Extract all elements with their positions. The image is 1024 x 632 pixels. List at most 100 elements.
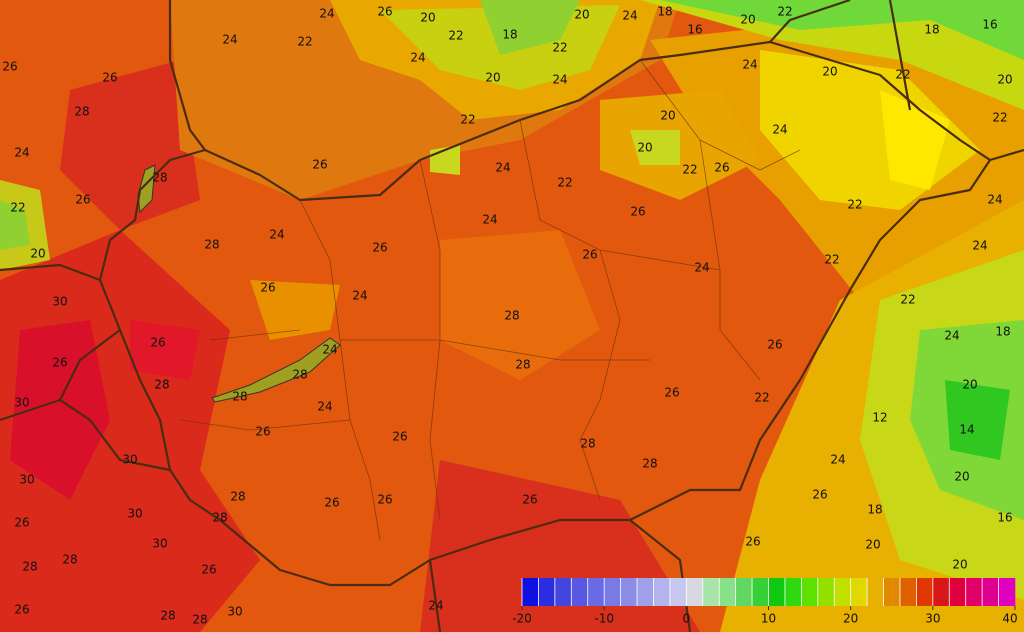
contour-label: 24 xyxy=(482,213,497,227)
contour-label: 26 xyxy=(14,516,29,530)
contour-label: 24 xyxy=(742,58,757,72)
color-swatch xyxy=(752,578,769,606)
colorbar-tick-label: -20 xyxy=(512,612,532,626)
contour-label: 26 xyxy=(201,563,216,577)
contour-label: 14 xyxy=(959,423,974,437)
contour-label: 20 xyxy=(952,558,967,572)
color-swatch xyxy=(669,578,687,606)
contour-label: 24 xyxy=(552,73,567,87)
contour-label: 28 xyxy=(22,560,37,574)
contour-label: 30 xyxy=(14,396,29,410)
color-swatch xyxy=(850,578,868,606)
contour-label: 20 xyxy=(954,470,969,484)
contour-label: 24 xyxy=(972,239,987,253)
contour-label: 24 xyxy=(622,9,637,23)
contour-label: 30 xyxy=(52,295,67,309)
color-swatch xyxy=(998,578,1016,606)
country-border xyxy=(0,263,171,472)
contour-label: 26 xyxy=(255,425,270,439)
contour-label: 24 xyxy=(317,400,332,414)
contour-label: 26 xyxy=(150,336,165,350)
contour-label: 26 xyxy=(522,493,537,507)
contour-label: 28 xyxy=(160,609,175,623)
contour-label: 20 xyxy=(997,73,1012,87)
color-swatch xyxy=(932,578,950,606)
contour-labels: 24 26 20 22 18 20 24 18 16 20 22 20 18 16 24 22 24 20 22 24… xyxy=(2,5,1012,627)
color-swatch xyxy=(522,578,539,606)
contour-label: 26 xyxy=(2,60,17,74)
color-swatch xyxy=(883,578,901,606)
mild-region xyxy=(880,90,950,190)
colorbar-tick-label: 0 xyxy=(683,612,691,626)
county-border xyxy=(179,59,801,541)
contour-label: 22 xyxy=(895,68,910,82)
contour-label: 20 xyxy=(865,538,880,552)
color-swatch xyxy=(653,578,671,606)
country-border xyxy=(769,0,1024,162)
contour-label: 26 xyxy=(372,241,387,255)
contour-label: 28 xyxy=(212,511,227,525)
country-border xyxy=(168,0,206,151)
color-swatch xyxy=(899,578,917,606)
contour-label: 26 xyxy=(260,281,275,295)
colorbar: -20 -10 0 10 20 30 40 xyxy=(512,578,1018,626)
mild-region xyxy=(250,280,340,340)
colorbar-tick-label: -10 xyxy=(594,612,614,626)
contour-label: 20 xyxy=(822,65,837,79)
cold-region xyxy=(945,380,1010,460)
colorbar-tick-label: 20 xyxy=(843,612,858,626)
contour-label: 26 xyxy=(664,386,679,400)
contour-label: 24 xyxy=(428,599,443,613)
mild-region xyxy=(440,230,600,380)
contour-label: 30 xyxy=(127,507,142,521)
contour-label: 22 xyxy=(448,29,463,43)
cool-region xyxy=(480,0,580,55)
contour-label: 26 xyxy=(52,356,67,370)
contour-label: 22 xyxy=(297,35,312,49)
contour-label: 18 xyxy=(995,325,1010,339)
contour-label: 26 xyxy=(630,205,645,219)
color-swatch xyxy=(571,578,589,606)
contour-label: 30 xyxy=(227,605,242,619)
cool-region xyxy=(640,0,1024,110)
contour-label: 26 xyxy=(812,488,827,502)
contour-label: 26 xyxy=(377,493,392,507)
contour-label: 28 xyxy=(154,378,169,392)
color-swatch xyxy=(554,578,572,606)
contour-label: 24 xyxy=(772,123,787,137)
cool-region xyxy=(660,0,1024,60)
contour-label: 24 xyxy=(694,261,709,275)
contour-label: 22 xyxy=(10,201,25,215)
contour-label: 28 xyxy=(504,309,519,323)
contour-label: 22 xyxy=(847,198,862,212)
contour-label: 24 xyxy=(830,453,845,467)
color-swatch xyxy=(982,578,999,606)
color-swatch xyxy=(867,578,884,606)
contour-label: 20 xyxy=(740,13,755,27)
contour-label: 18 xyxy=(657,5,672,19)
contour-label: 26 xyxy=(324,496,339,510)
contour-label: 28 xyxy=(192,613,207,627)
contour-label: 22 xyxy=(682,163,697,177)
contour-label: 16 xyxy=(997,511,1012,525)
contour-label: 30 xyxy=(122,453,137,467)
color-swatch xyxy=(949,578,966,606)
contour-label: 20 xyxy=(485,71,500,85)
color-swatch xyxy=(587,578,605,606)
contour-label: 28 xyxy=(62,553,77,567)
contour-label: 12 xyxy=(872,411,887,425)
color-swatch xyxy=(620,578,638,606)
contour-label: 22 xyxy=(552,41,567,55)
contour-label: 28 xyxy=(74,105,89,119)
colorbar-tick-label: 30 xyxy=(925,612,940,626)
cool-region xyxy=(0,200,30,250)
color-swatch xyxy=(801,578,819,606)
contour-label: 18 xyxy=(924,23,939,37)
color-swatch xyxy=(784,578,802,606)
contour-label: 26 xyxy=(767,338,782,352)
contour-label: 20 xyxy=(420,11,435,25)
contour-label: 28 xyxy=(515,358,530,372)
contour-label: 24 xyxy=(269,228,284,242)
contour-label: 24 xyxy=(322,343,337,357)
